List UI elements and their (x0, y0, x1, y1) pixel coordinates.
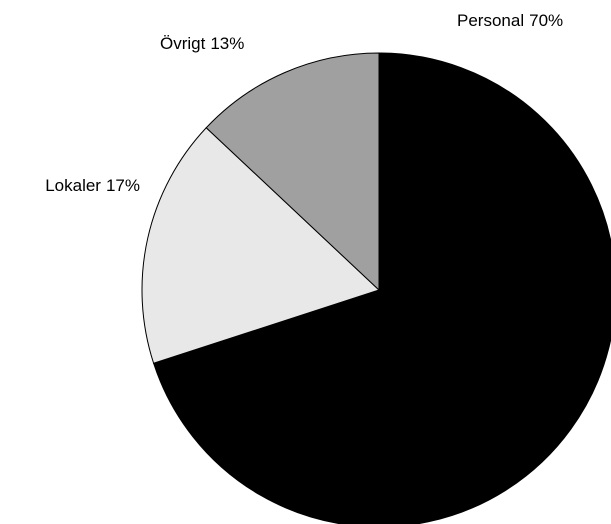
slice-value-label: 70% (529, 11, 563, 30)
slice-label: Övrigt 13% (160, 34, 244, 53)
pie-slice (141, 127, 380, 364)
slice-category: Personal (457, 11, 524, 30)
pie-slice (152, 52, 611, 524)
slice-category: Övrigt (160, 34, 206, 53)
slice-label: Lokaler 17% (45, 176, 140, 195)
slice-category: Lokaler (45, 176, 101, 195)
slice-value-label: 17% (106, 176, 140, 195)
pie-slice (205, 52, 380, 292)
slice-label: Personal 70% (457, 11, 563, 30)
slice-value-label: 13% (210, 34, 244, 53)
